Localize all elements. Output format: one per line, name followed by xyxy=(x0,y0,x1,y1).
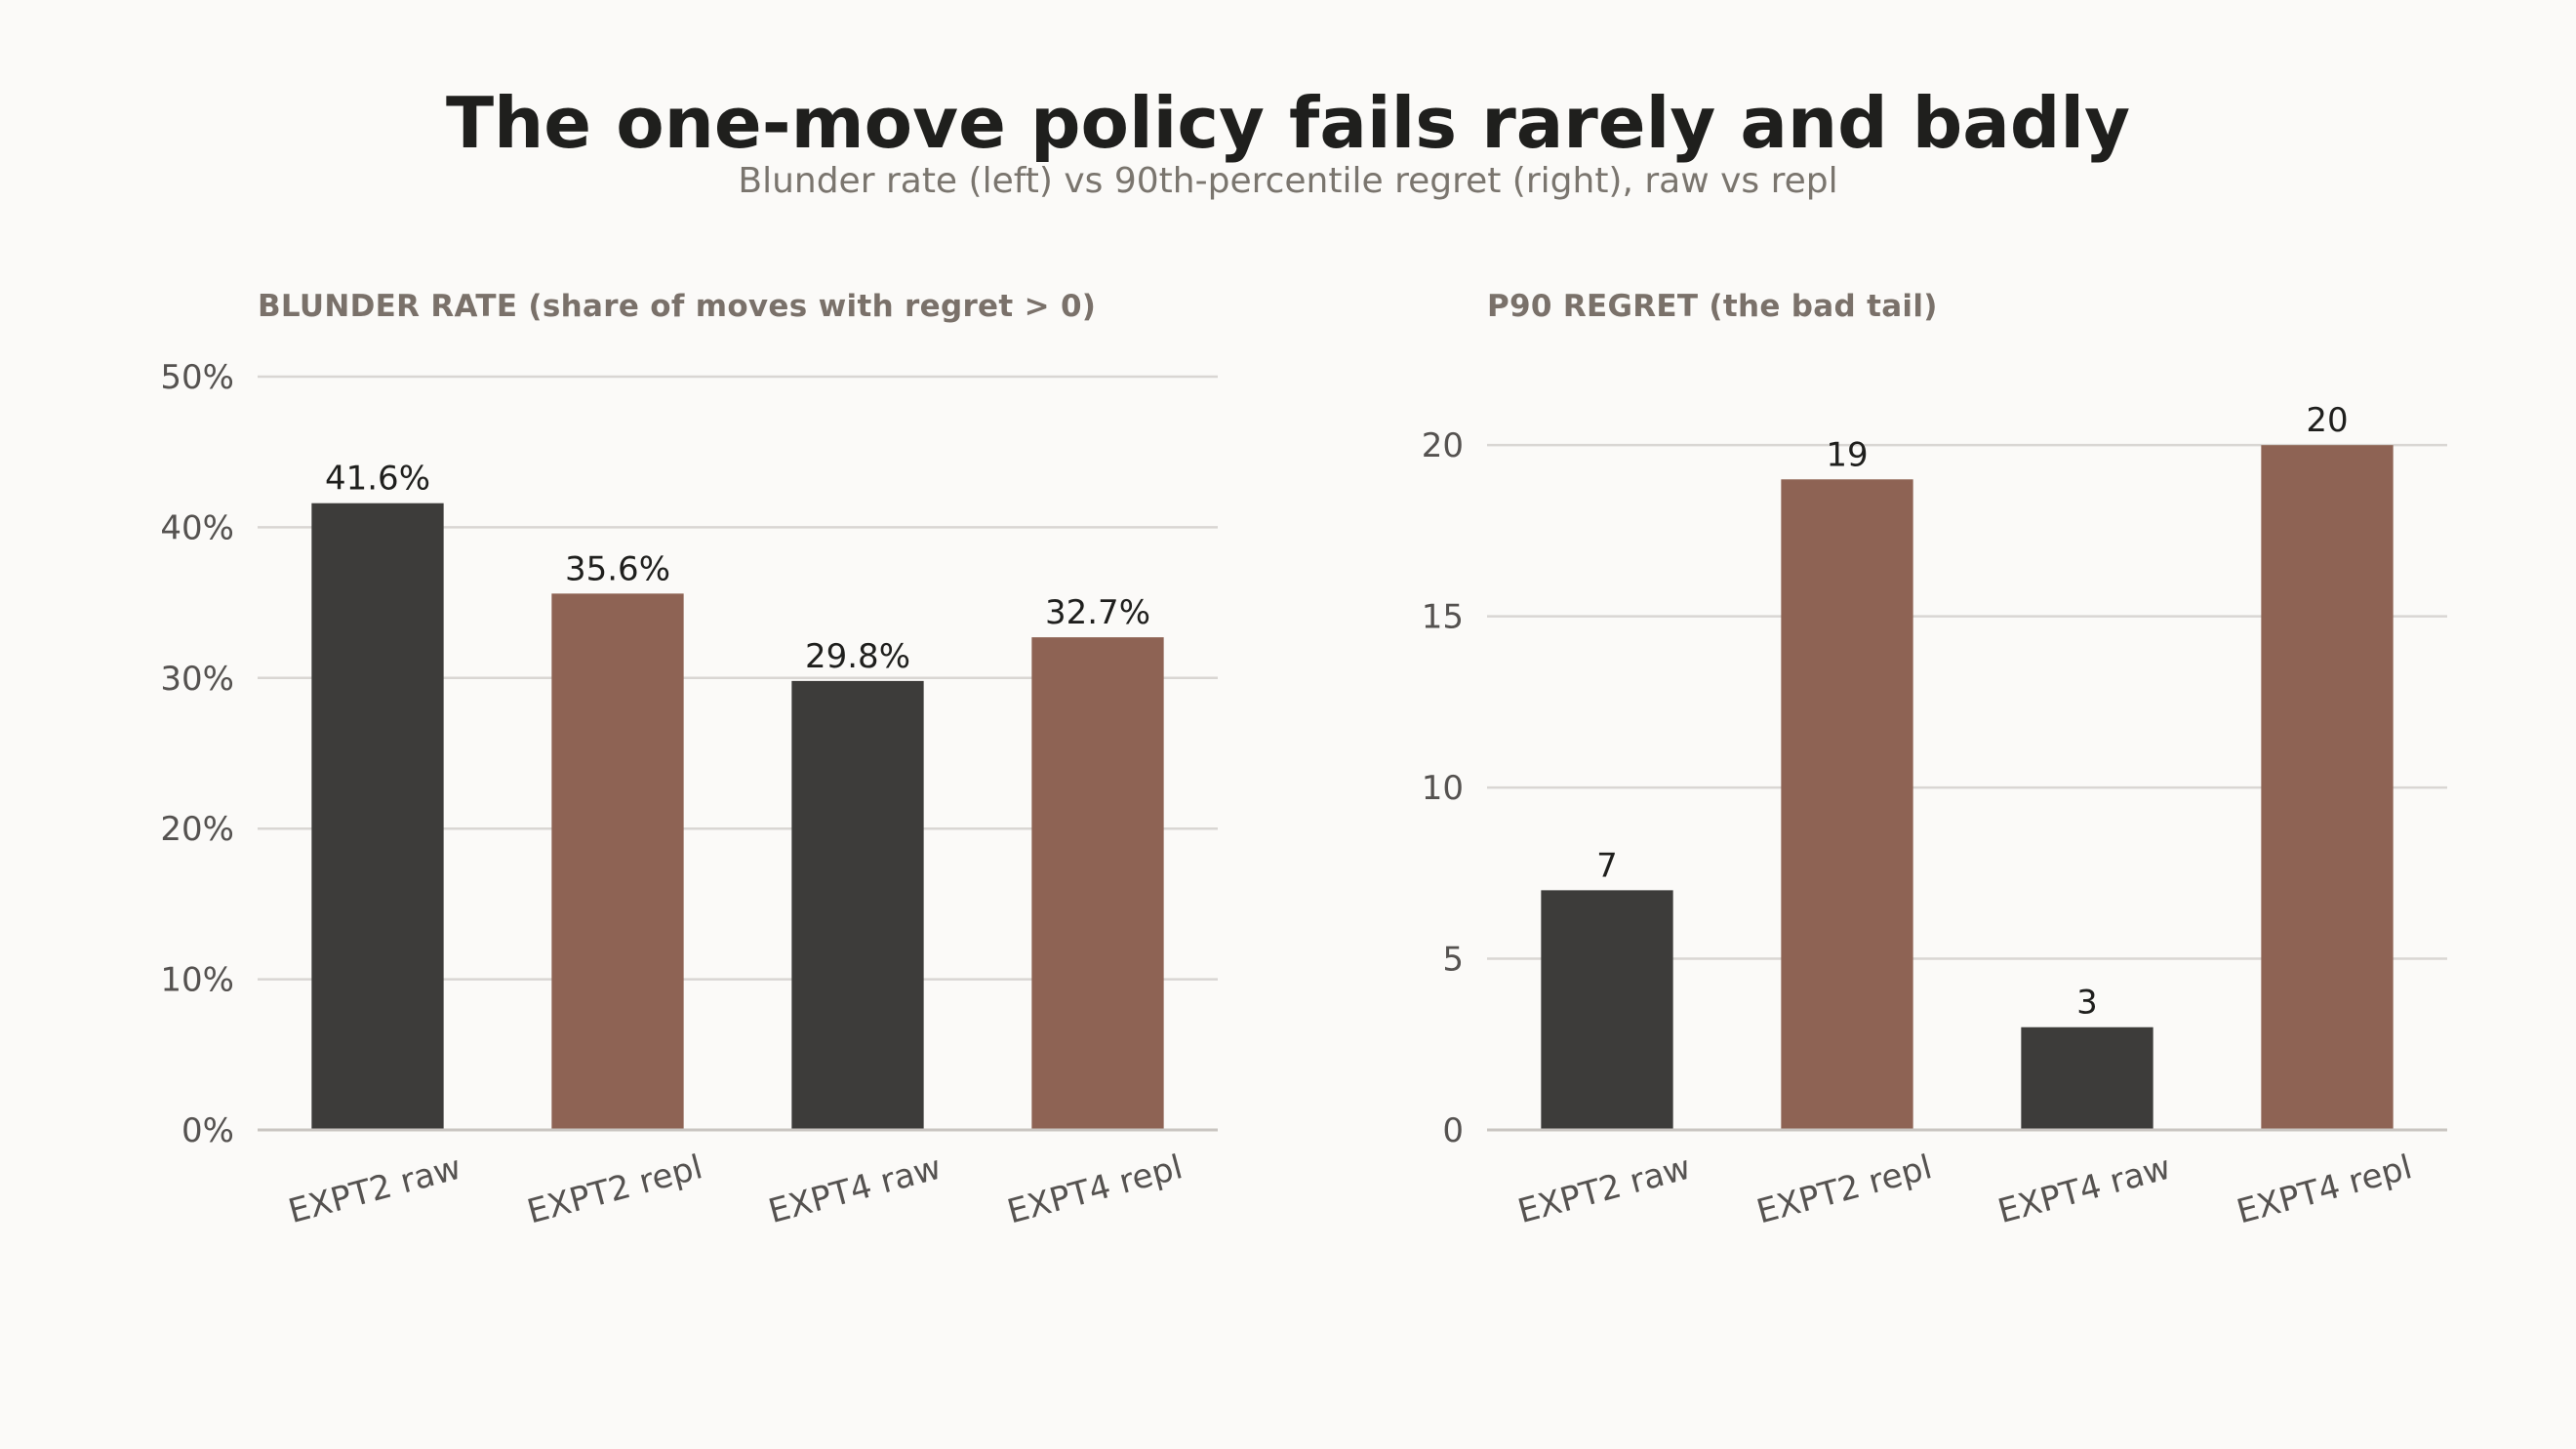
bar-expt4-raw xyxy=(2021,1026,2153,1130)
y-tick-label: 10% xyxy=(160,961,234,1000)
x-tick-label: EXPT4 raw xyxy=(765,1148,946,1232)
data-label: 7 xyxy=(1596,846,1618,885)
bar-expt4-raw xyxy=(791,680,924,1130)
y-tick-label: 40% xyxy=(160,508,234,547)
bar-expt2-raw xyxy=(1541,890,1673,1130)
bar-expt2-raw xyxy=(311,503,444,1130)
bar-expt2-repl xyxy=(551,593,684,1130)
x-tick-label: EXPT4 repl xyxy=(2233,1147,2416,1231)
chart-title: The one-move policy fails rarely and bad… xyxy=(445,82,2131,164)
data-label: 41.6% xyxy=(325,460,430,499)
data-label: 20 xyxy=(2306,401,2348,440)
bar-expt4-repl xyxy=(2261,445,2394,1130)
p90-regret-chart: 0 5 10 15 20 7 EXPT2 raw 19 EXPT2 repl 3 EXPT4 raw… xyxy=(1422,401,2447,1231)
x-tick-label: EXPT2 raw xyxy=(1514,1148,1695,1232)
y-tick-label: 15 xyxy=(1422,598,1464,637)
data-label: 35.6% xyxy=(565,549,670,588)
y-tick-label: 30% xyxy=(160,660,234,699)
blunder-rate-panel-title: BLUNDER RATE (share of moves with regret… xyxy=(258,289,1097,324)
x-tick-label: EXPT2 repl xyxy=(523,1147,706,1231)
data-label: 29.8% xyxy=(805,637,910,676)
p90-regret-panel-title: P90 REGRET (the bad tail) xyxy=(1487,289,1938,324)
y-tick-label: 0% xyxy=(181,1111,234,1150)
y-tick-label: 50% xyxy=(160,358,234,397)
x-tick-label: EXPT4 repl xyxy=(1003,1147,1187,1231)
data-label: 19 xyxy=(1826,435,1868,474)
data-label: 32.7% xyxy=(1045,593,1150,632)
bar-expt2-repl xyxy=(1781,479,1913,1131)
y-tick-label: 20 xyxy=(1422,426,1464,465)
bar-expt4-repl xyxy=(1031,637,1164,1130)
y-tick-label: 5 xyxy=(1442,941,1464,980)
y-tick-label: 10 xyxy=(1422,769,1464,808)
y-tick-label: 0 xyxy=(1442,1111,1464,1150)
blunder-rate-chart: 0% 10% 20% 30% 40% 50% 41.6% EXPT2 raw 35.6% EXPT… xyxy=(160,358,1218,1231)
x-tick-label: EXPT4 raw xyxy=(1994,1148,2175,1232)
x-tick-label: EXPT2 repl xyxy=(1752,1147,1936,1231)
chart-subtitle: Blunder rate (left) vs 90th-percentile r… xyxy=(738,161,1838,201)
data-label: 3 xyxy=(2076,984,2098,1023)
y-tick-label: 20% xyxy=(160,810,234,849)
x-tick-label: EXPT2 raw xyxy=(285,1148,465,1232)
